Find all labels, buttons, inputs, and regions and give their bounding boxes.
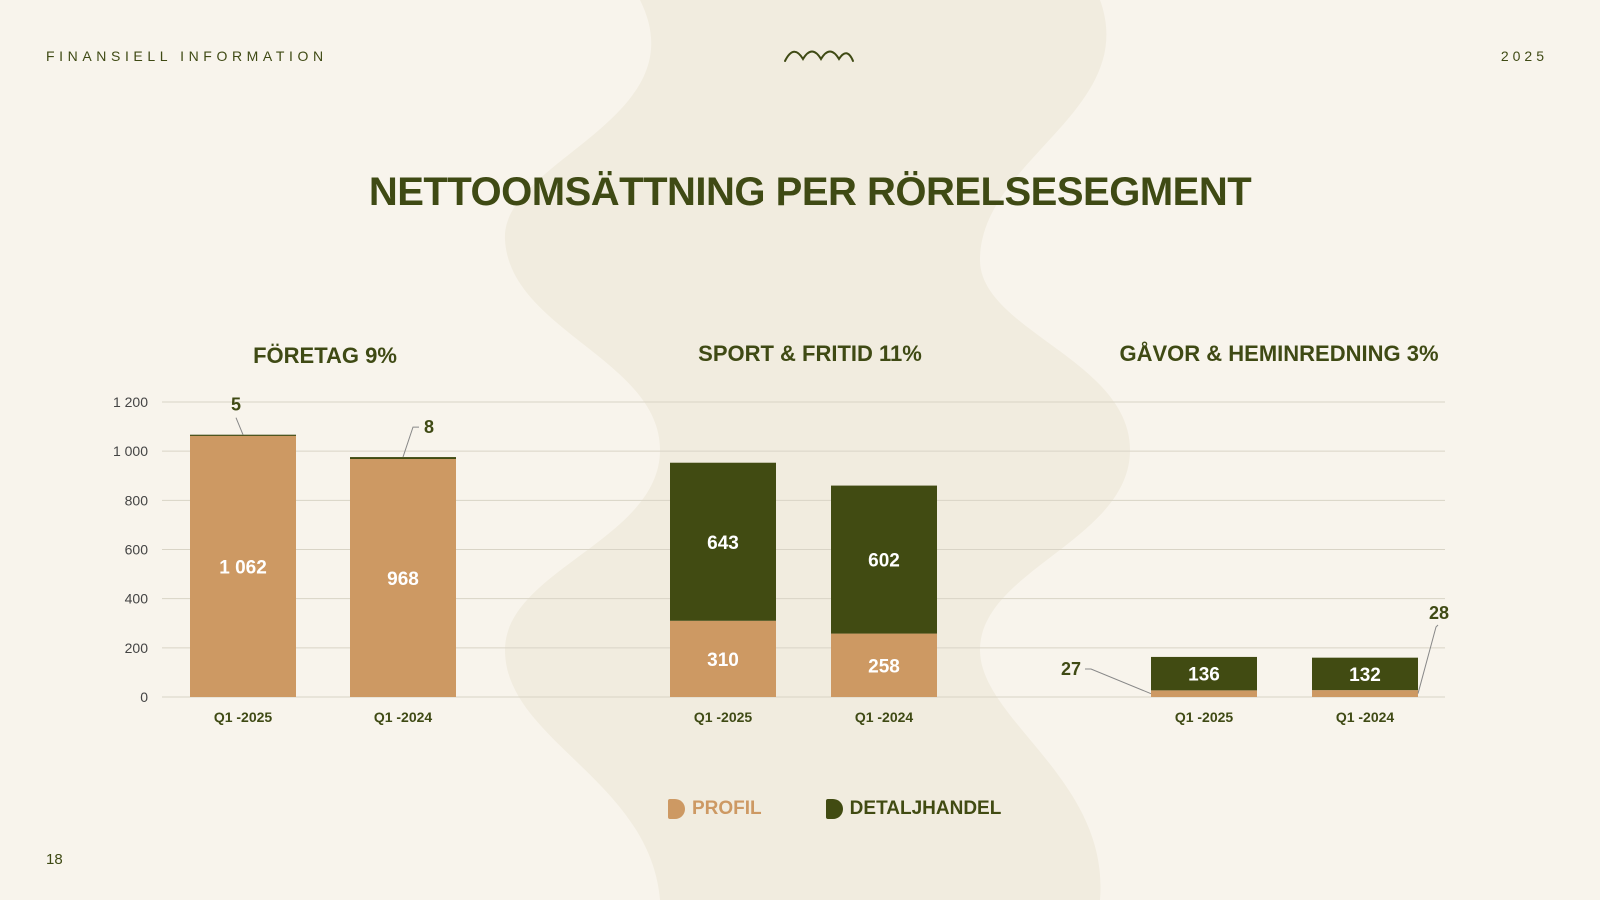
bar-profil xyxy=(1151,690,1257,697)
page-title: NETTOOMSÄTTNING PER RÖRELSESEGMENT xyxy=(368,170,1252,214)
legend-label-profil: PROFIL xyxy=(692,798,762,819)
bar-detaljhandel xyxy=(670,462,776,621)
header-year: 2025 xyxy=(1500,48,1548,64)
data-label-profil: 1 062 xyxy=(219,557,267,578)
data-label-detaljhandel: 643 xyxy=(707,533,739,554)
chart-legend: PROFIL DETALJHANDEL xyxy=(668,798,1001,820)
y-tick-label: 0 xyxy=(140,689,148,705)
data-label-detaljhandel: 132 xyxy=(1349,665,1381,686)
bar-profil xyxy=(1312,690,1418,697)
x-tick-label: Q1 -2024 xyxy=(855,709,914,725)
legend-item-profil: PROFIL xyxy=(668,798,762,820)
leader-line xyxy=(1085,668,1152,695)
x-tick-label: Q1 -2025 xyxy=(694,709,753,725)
data-label-profil: 968 xyxy=(387,569,419,590)
y-tick-label: 400 xyxy=(125,591,149,607)
y-tick-label: 600 xyxy=(125,542,149,558)
data-label-profil: 258 xyxy=(868,656,900,677)
y-tick-label: 800 xyxy=(125,492,149,508)
bar-detaljhandel xyxy=(1312,657,1418,691)
bar-detaljhandel xyxy=(831,485,937,634)
wave-logo-icon xyxy=(784,50,854,62)
y-tick-label: 1 000 xyxy=(113,443,148,459)
legend-item-detaljhandel: DETALJHANDEL xyxy=(825,798,1002,820)
detaljhandel-swatch-icon xyxy=(825,799,843,819)
leader-line xyxy=(1417,624,1439,694)
leader-line xyxy=(235,417,244,435)
profil-swatch-icon xyxy=(668,799,685,819)
data-label-profil: 27 xyxy=(1061,659,1081,679)
bar-detaljhandel xyxy=(190,434,296,436)
data-label-profil: 28 xyxy=(1429,603,1449,623)
bar-profil xyxy=(190,435,296,697)
legend-label-detaljhandel: DETALJHANDEL xyxy=(849,798,1002,819)
section-label: FINANSIELL INFORMATION xyxy=(46,48,328,64)
page-number: 18 xyxy=(46,851,63,868)
x-tick-label: Q1 -2024 xyxy=(374,709,433,725)
bar-profil xyxy=(831,633,937,697)
x-tick-label: Q1 -2025 xyxy=(214,709,273,725)
bar-detaljhandel xyxy=(350,457,456,460)
segment-title: FÖRETAG 9% xyxy=(253,343,397,368)
bar-profil xyxy=(670,620,776,697)
segment-title: SPORT & FRITID 11% xyxy=(698,341,922,366)
y-tick-label: 1 200 xyxy=(113,394,148,410)
leader-line xyxy=(402,426,419,458)
data-label-detaljhandel: 5 xyxy=(231,395,241,415)
x-tick-label: Q1 -2024 xyxy=(1336,709,1395,725)
x-tick-label: Q1 -2025 xyxy=(1175,709,1234,725)
data-label-detaljhandel: 136 xyxy=(1188,665,1220,686)
data-label-detaljhandel: 8 xyxy=(424,417,434,437)
segment-title: GÅVOR & HEMINREDNING 3% xyxy=(1119,340,1438,366)
y-tick-label: 200 xyxy=(125,640,149,656)
data-label-profil: 310 xyxy=(707,650,739,671)
data-label-detaljhandel: 602 xyxy=(868,551,900,572)
bar-profil xyxy=(350,459,456,697)
bar-detaljhandel xyxy=(1151,656,1257,691)
